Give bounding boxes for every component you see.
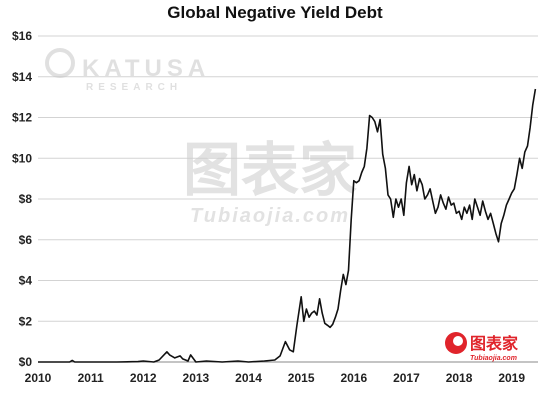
x-tick-label: 2013 — [183, 371, 210, 385]
tubiaojia-watermark: 图表家 Tubiaojia.com — [183, 136, 357, 227]
x-tick-label: 2019 — [498, 371, 525, 385]
katusa-watermark: KATUSA RESEARCH — [45, 48, 210, 93]
katusa-watermark-subtext: RESEARCH — [86, 82, 182, 93]
x-tick-label: 2015 — [288, 371, 315, 385]
y-tick-label: $4 — [19, 274, 33, 288]
axis-layer: $0 $2 $4 $6 $8 $10 $12 $14 $16 2010 2011 2012 2013 20… — [12, 29, 525, 385]
x-tick-label: 2017 — [393, 371, 420, 385]
series-line — [38, 88, 537, 363]
y-tick-label: $14 — [12, 70, 32, 84]
x-tick-label: 2012 — [130, 371, 157, 385]
y-tick-label: $6 — [19, 233, 33, 247]
y-tick-label: $8 — [19, 192, 33, 206]
series-layer — [38, 88, 537, 363]
y-tick-label: $0 — [19, 355, 33, 369]
tubiaojia-watermark-url: Tubiaojia.com — [190, 205, 350, 227]
tubiaojia-corner-url: Tubiaojia.com — [470, 355, 517, 362]
katusa-logo-icon — [45, 48, 75, 78]
tubiaojia-corner-logo: 图表家 Tubiaojia.com — [445, 332, 519, 362]
x-tick-label: 2014 — [235, 371, 262, 385]
x-tick-label: 2016 — [340, 371, 367, 385]
y-tick-label: $10 — [12, 151, 32, 165]
chart-title: Global Negative Yield Debt — [167, 3, 383, 22]
y-tick-label: $2 — [19, 314, 33, 328]
y-tick-label: $12 — [12, 111, 32, 125]
tubiaojia-logo-icon-inner — [453, 336, 463, 346]
x-tick-label: 2011 — [78, 371, 104, 385]
grid-layer — [38, 35, 538, 363]
katusa-watermark-text: KATUSA — [82, 55, 210, 82]
x-tick-label: 2018 — [446, 371, 473, 385]
y-tick-label: $16 — [12, 29, 32, 43]
tubiaojia-watermark-cn: 图表家 — [183, 136, 357, 204]
x-tick-label: 2010 — [25, 371, 52, 385]
tubiaojia-corner-cn: 图表家 — [470, 334, 519, 353]
